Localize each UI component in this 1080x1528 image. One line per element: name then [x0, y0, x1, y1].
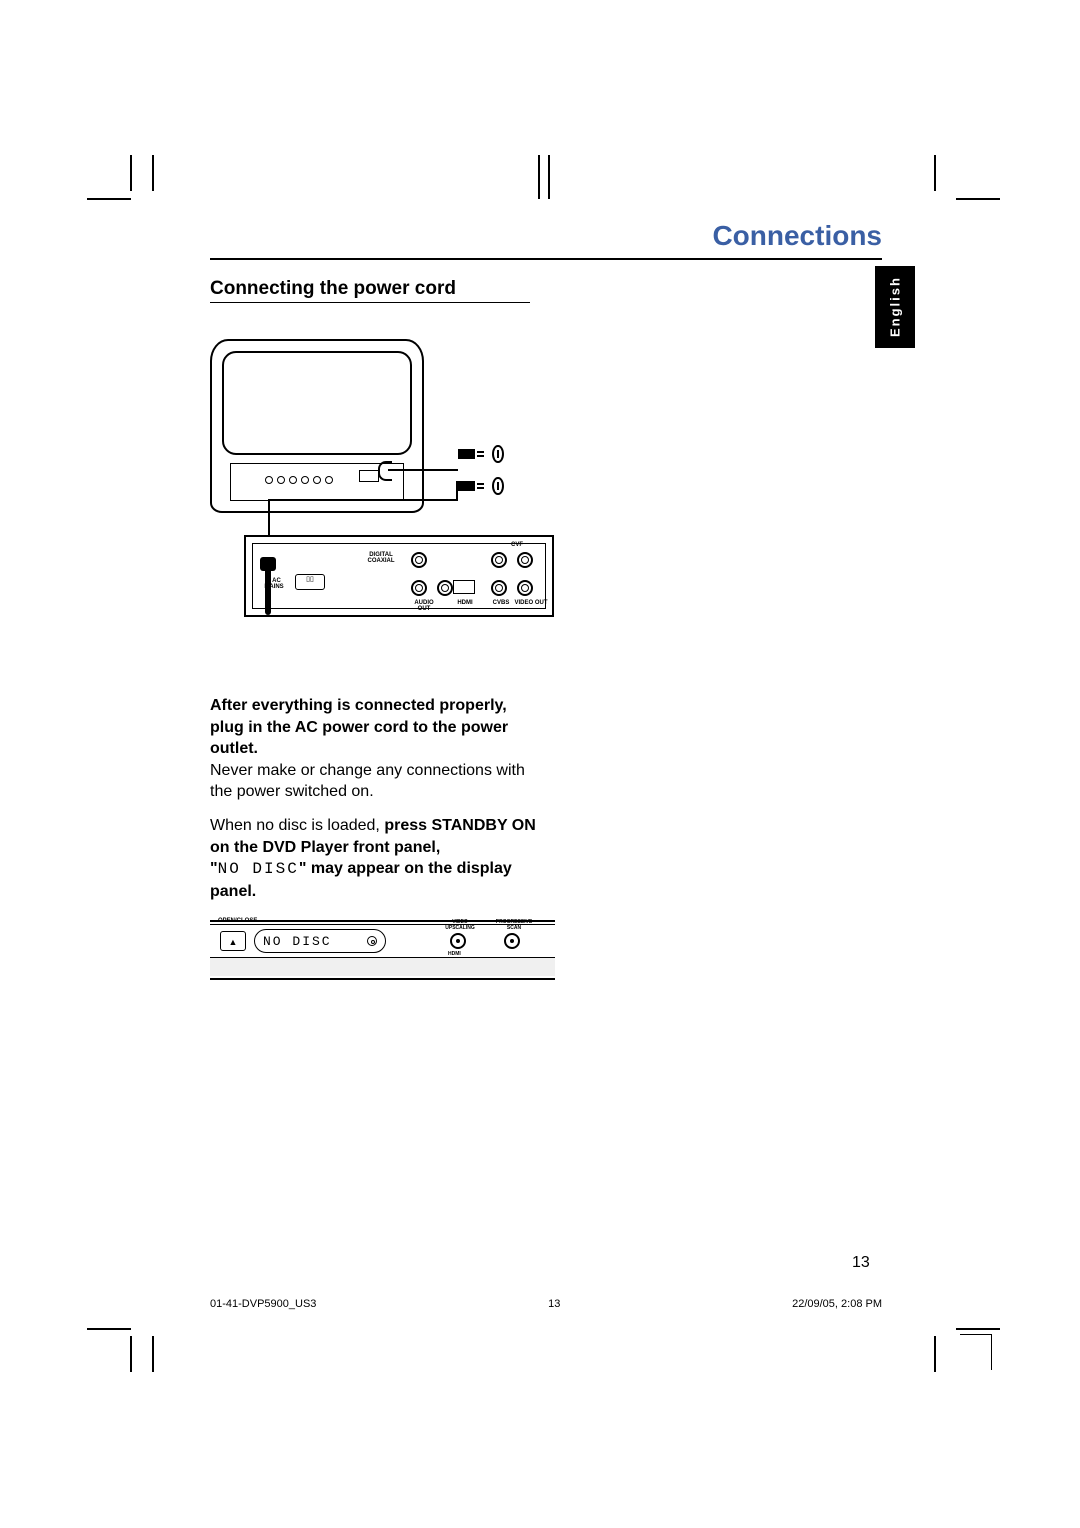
no-disc-text: NO DISC [218, 860, 299, 878]
dolby-logo: ▯▯ [295, 574, 325, 590]
section-heading: Connecting the power cord [210, 278, 530, 303]
power-cord-tv [388, 469, 458, 471]
eject-label: OPEN/CLOSE [218, 918, 257, 924]
hdmi-port [453, 580, 475, 594]
page-title: Connections [210, 220, 882, 258]
rca-jack [437, 580, 453, 596]
rca-jack [411, 552, 427, 568]
footer-center: 13 [548, 1298, 560, 1310]
dvd-front-panel-diagram: OPEN/CLOSE ▲ NO DISC VIDEO UPSCALING PRO… [210, 920, 555, 980]
rca-jack [517, 552, 533, 568]
power-cord-dvd [268, 489, 458, 535]
crop-mark [960, 1334, 992, 1370]
knob-icon [450, 933, 466, 949]
mains-cord [260, 557, 276, 615]
disc-icon [367, 936, 377, 946]
plug-tv [458, 447, 504, 461]
cvbs-label: CVBS [489, 600, 513, 606]
rca-jack [411, 580, 427, 596]
page-number: 13 [852, 1254, 870, 1272]
wall-socket-icon [492, 477, 504, 495]
page-content: Connections Connecting the power cord [210, 220, 882, 980]
dvd-back-panel: ~ AC MAINS DIGITAL COAXIAL AUDIO OUT HDM… [244, 535, 554, 617]
knob-icon [504, 933, 520, 949]
tv-screen [222, 351, 412, 455]
instruction-bold-1: After everything is connected properly, … [210, 697, 508, 757]
tv-scart [359, 470, 379, 482]
crop-mark [152, 155, 154, 191]
front-display: NO DISC [254, 929, 386, 953]
instruction-text-1: Never make or change any connections wit… [210, 762, 525, 801]
digital-label: DIGITAL COAXIAL [361, 552, 401, 564]
video-out-label: VIDEO OUT [511, 600, 551, 606]
audio-out-label: AUDIO OUT [409, 600, 439, 612]
rca-jack [491, 552, 507, 568]
crop-mark [934, 155, 936, 191]
crop-mark [956, 1328, 1000, 1330]
instruction-lead: When no disc is loaded, [210, 817, 384, 834]
display-text: NO DISC [263, 934, 332, 949]
crop-mark [87, 1328, 131, 1330]
title-underline [210, 258, 882, 260]
quote-open: " [210, 860, 218, 877]
footer-left: 01-41-DVP5900_US3 [210, 1298, 316, 1310]
knob-label-1: VIDEO UPSCALING [438, 919, 482, 931]
crop-mark [548, 155, 550, 199]
cvf-label: CVF [505, 542, 529, 548]
tv-outline [210, 339, 424, 513]
knob-sublabel: HDMI [448, 951, 461, 957]
instruction-text: After everything is connected properly, … [210, 695, 540, 902]
rca-jack [517, 580, 533, 596]
plug-dvd [458, 479, 504, 493]
connection-diagram: ~ AC MAINS DIGITAL COAXIAL AUDIO OUT HDM… [210, 339, 560, 651]
tv-jacks [265, 476, 333, 484]
crop-mark [87, 198, 131, 200]
footer-right: 22/09/05, 2:08 PM [792, 1298, 882, 1310]
crop-mark [538, 155, 540, 199]
crop-mark [152, 1336, 154, 1372]
footer: 01-41-DVP5900_US3 13 22/09/05, 2:08 PM [210, 1298, 882, 1310]
wall-socket-icon [492, 445, 504, 463]
crop-mark [956, 198, 1000, 200]
crop-mark [130, 1336, 132, 1372]
crop-mark [934, 1336, 936, 1372]
crop-mark [130, 155, 132, 191]
knob-label-2: PROGRESSIVE SCAN [492, 919, 536, 931]
rca-jack [491, 580, 507, 596]
hdmi-label: HDMI [453, 600, 477, 606]
eject-button-icon: ▲ [220, 931, 246, 951]
